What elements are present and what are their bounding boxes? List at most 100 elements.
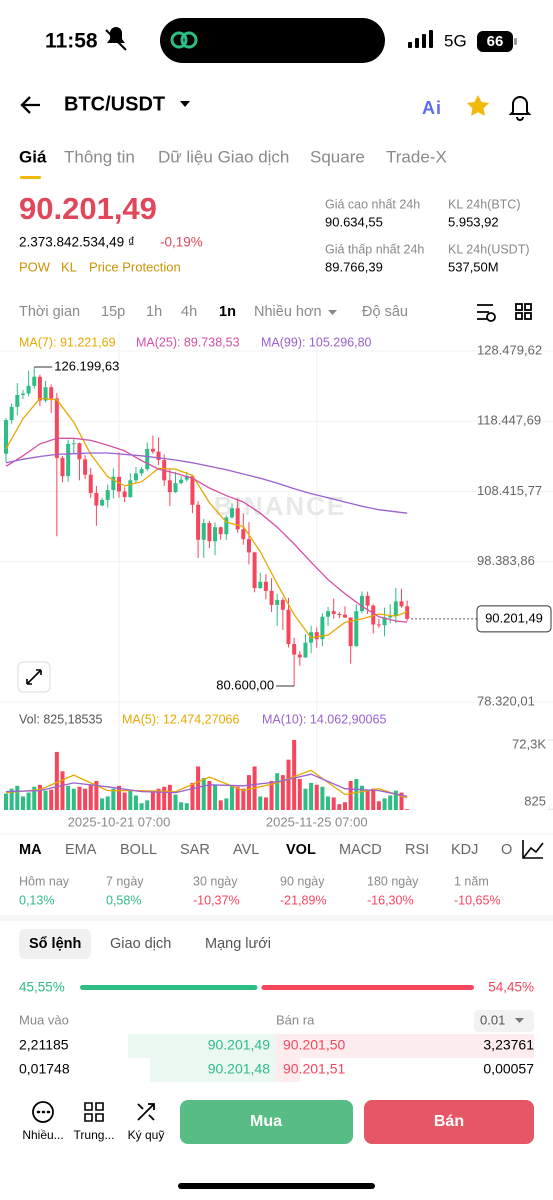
volume-bar [49,789,54,810]
stat-label: KL 24h(USDT) [448,242,530,256]
indicator-tab[interactable]: O [501,842,512,858]
action-label[interactable]: Trung... [74,1128,115,1142]
chart: 2025-10-21 07:00 2025-11-25 07:00 128.479,… [0,332,553,835]
orderbook-tab[interactable]: Mạng lưới [205,936,271,952]
hub-icon[interactable] [84,1102,104,1122]
candle-body [405,606,410,619]
volume-bar [179,802,184,810]
buy-label[interactable]: Mua [250,1113,282,1130]
step-value: 0.01 [480,1012,505,1027]
tab[interactable]: Square [310,147,365,166]
chart-settings-button[interactable] [477,304,496,322]
ask-depth [276,1058,300,1082]
volume-bar [100,798,105,810]
ma-line [5,769,408,799]
app-icon [170,31,198,49]
volume-bar [71,788,76,810]
layout-button[interactable] [515,303,532,320]
candle-body [32,376,37,386]
perf-label: 1 năm [454,874,489,888]
more-icon[interactable] [32,1101,54,1123]
tab[interactable]: Giá [19,147,47,166]
volume-bar [54,751,59,810]
indicator-tab[interactable]: AVL [233,842,259,858]
indicator-tab[interactable]: SAR [180,842,210,858]
buy-button[interactable] [180,1100,353,1144]
indicator-tab[interactable]: MACD [339,842,382,858]
candle-body [43,387,48,401]
indicator-tab[interactable]: MA [19,842,42,858]
back-button[interactable] [20,96,40,114]
candle-body [167,480,172,493]
volume-bar [320,786,325,810]
indicator-settings[interactable] [522,840,544,859]
interval[interactable]: 4h [181,304,197,320]
candle-body [388,616,393,618]
candle-body [258,581,263,589]
interval[interactable]: 1h [146,304,162,320]
action-label[interactable]: Nhiều... [22,1128,63,1142]
sell-ratio: 54,45% [488,980,534,995]
margin-icon[interactable] [137,1103,155,1121]
pair-dropdown[interactable] [180,101,190,107]
interval[interactable]: 15p [101,304,125,320]
candle-body [280,599,285,610]
indicator-tab[interactable]: EMA [65,842,97,858]
tag[interactable]: POW [19,259,51,274]
interval[interactable]: 1n [219,304,236,320]
favorite-button[interactable] [466,95,490,116]
action-label[interactable]: Ký quỹ [128,1128,165,1142]
bid-depth [150,1058,276,1082]
tab[interactable]: Trade-X [386,147,447,166]
candle-body [343,614,347,618]
alert-button[interactable] [508,96,532,121]
candle-body [246,539,251,553]
tab[interactable]: Thông tin [64,147,135,166]
candle-body [320,616,325,640]
interval[interactable]: Nhiều hơn [254,304,322,320]
candle-body [359,595,364,612]
perf-value: -10,65% [454,893,501,907]
volume-bar [184,803,189,810]
fullscreen-button[interactable] [17,661,51,693]
interval[interactable]: Thời gian [19,304,80,320]
indicator-tab[interactable]: KDJ [451,842,478,858]
stat-label: KL 24h(BTC) [448,197,520,211]
indicator-tab[interactable]: BOLL [120,842,157,858]
volume-bar [405,809,410,810]
bid-qty: 0,01748 [19,1061,70,1077]
interval[interactable]: Độ sâu [362,304,408,320]
indicator-tab[interactable]: VOL [286,842,316,858]
volume-bar [37,784,42,810]
volume-bar [156,788,161,810]
sell-label[interactable]: Bán [434,1113,464,1130]
volume-bar [241,788,246,810]
indicator-tab[interactable]: RSI [405,842,429,858]
sell-button[interactable] [364,1100,534,1144]
candle-body [49,387,54,399]
candle-body [382,617,387,626]
tab[interactable]: Dữ liệu Giao dịch [158,147,289,166]
step-caret [515,1018,524,1023]
candle-body [263,581,268,591]
orderbook-tab[interactable]: Giao dịch [110,936,171,952]
tag[interactable]: KL [61,259,77,274]
battery-tip [514,38,517,45]
perf-value: -10,37% [193,893,240,907]
dynamic-island [160,18,385,63]
fiat-price: 2.373.842.534,49 ₫ [19,235,135,250]
last-price-box [476,605,552,633]
tag[interactable]: Price Protection [89,259,181,274]
pair-title[interactable]: BTC/USDT [64,93,165,115]
candle-body [26,385,31,394]
ask-qty: 3,23761 [483,1037,534,1053]
perf-label: 90 ngày [280,874,325,888]
orderbook-tab[interactable]: Sổ lệnh [29,936,81,952]
candle-body [94,492,99,506]
volume-bar [167,784,172,810]
perf-value: 0,13% [19,893,54,907]
step-select[interactable] [474,1010,534,1032]
candle-body [190,476,195,505]
